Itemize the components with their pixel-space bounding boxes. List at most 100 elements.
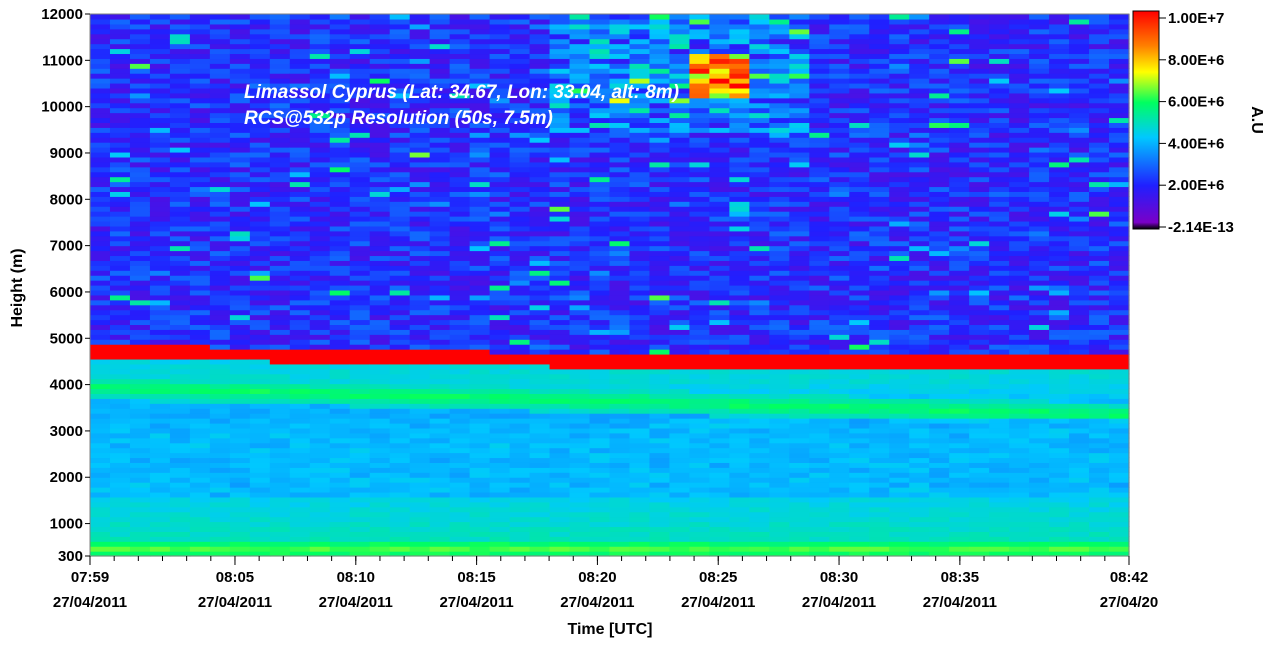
heatmap-cell — [229, 260, 251, 266]
heatmap-cell — [489, 536, 511, 542]
heatmap-cell — [149, 496, 171, 503]
heatmap-cell — [869, 363, 890, 370]
heatmap-cell — [389, 161, 411, 168]
heatmap-cell — [149, 477, 171, 483]
heatmap-cell — [269, 501, 291, 508]
heatmap-cell — [609, 477, 631, 483]
heatmap-cell — [929, 48, 950, 55]
heatmap-cell — [629, 14, 651, 20]
heatmap-cell — [529, 211, 551, 217]
heatmap-cell — [869, 48, 890, 55]
heatmap-cell — [289, 38, 311, 45]
heatmap-cell — [429, 102, 451, 109]
heatmap-cell — [409, 319, 431, 326]
heatmap-cell — [509, 260, 531, 266]
heatmap-cell — [769, 304, 790, 311]
heatmap-cell — [489, 501, 511, 508]
heatmap-cell — [689, 58, 710, 64]
heatmap-cell — [609, 398, 631, 404]
heatmap-cell — [189, 378, 211, 385]
heatmap-cell — [569, 418, 591, 424]
heatmap-cell — [169, 14, 191, 20]
heatmap-cell — [609, 43, 631, 50]
heatmap-cell — [569, 216, 591, 222]
heatmap-cell — [189, 137, 211, 143]
heatmap-cell — [649, 250, 671, 257]
heatmap-cell — [789, 23, 810, 30]
heatmap-cell — [609, 68, 631, 74]
heatmap-cell — [949, 393, 970, 399]
heatmap-cell — [529, 28, 551, 35]
heatmap-cell — [169, 63, 191, 69]
heatmap-cell — [709, 491, 730, 498]
heatmap-cell — [169, 156, 191, 163]
heatmap-cell — [969, 250, 990, 257]
heatmap-cell — [569, 73, 591, 79]
heatmap-cell — [249, 378, 271, 385]
heatmap-cell — [249, 87, 271, 94]
heatmap-cell — [669, 23, 691, 30]
heatmap-cell — [589, 43, 611, 50]
heatmap-cell — [929, 403, 950, 409]
heatmap-cell — [329, 467, 351, 473]
heatmap-cell — [90, 255, 111, 261]
heatmap-cell — [489, 137, 511, 143]
heatmap-cell — [169, 467, 191, 473]
heatmap-cell — [709, 422, 730, 429]
heatmap-cell — [549, 68, 571, 74]
heatmap-cell — [449, 82, 471, 89]
heatmap-cell — [769, 403, 790, 409]
heatmap-cell — [809, 191, 830, 197]
heatmap-cell — [489, 68, 511, 74]
heatmap-cell — [349, 447, 371, 454]
heatmap-cell — [489, 112, 511, 119]
heatmap-cell — [609, 551, 631, 557]
heatmap-cell — [169, 294, 191, 301]
heatmap-cell — [509, 491, 531, 498]
heatmap-cell — [669, 319, 691, 326]
heatmap-cell — [829, 516, 850, 523]
heatmap-cell — [389, 319, 411, 326]
heatmap-cell — [189, 462, 211, 468]
heatmap-cell — [789, 176, 810, 183]
heatmap-cell — [129, 383, 151, 390]
heatmap-cell — [249, 403, 271, 409]
heatmap-cell — [669, 536, 691, 542]
heatmap-cell — [749, 526, 770, 532]
heatmap-cell — [909, 78, 930, 84]
heatmap-cell — [949, 536, 970, 542]
heatmap-cell — [769, 536, 790, 542]
heatmap-cell — [809, 506, 830, 513]
heatmap-cell — [809, 235, 830, 242]
heatmap-cell — [769, 329, 790, 335]
heatmap-cell — [149, 33, 171, 40]
heatmap-cell — [789, 240, 810, 247]
heatmap-cell — [689, 526, 710, 532]
heatmap-cell — [249, 33, 271, 40]
heatmap-cell — [229, 206, 251, 212]
heatmap-cell — [809, 452, 830, 459]
heatmap-cell — [929, 477, 950, 483]
heatmap-cell — [589, 156, 611, 163]
heatmap-cell — [129, 482, 151, 488]
heatmap-cell — [829, 176, 850, 183]
heatmap-cell — [589, 422, 611, 429]
heatmap-cell — [649, 151, 671, 158]
heatmap-cell — [229, 408, 251, 414]
heatmap-cell — [429, 137, 451, 143]
heatmap-cell — [209, 260, 231, 266]
heatmap-cell — [329, 73, 351, 79]
heatmap-cell — [469, 211, 491, 217]
heatmap-cell — [969, 289, 990, 296]
heatmap-cell — [129, 314, 151, 321]
heatmap-cell — [169, 349, 191, 355]
heatmap-cell — [289, 220, 311, 227]
heatmap-cell — [729, 388, 750, 394]
heatmap-cell — [409, 53, 431, 59]
heatmap-cell — [929, 43, 950, 50]
heatmap-cell — [189, 33, 211, 40]
heatmap-cell — [709, 166, 730, 173]
heatmap-cell — [189, 304, 211, 311]
heatmap-cell — [489, 368, 511, 375]
heatmap-cell — [949, 280, 970, 286]
